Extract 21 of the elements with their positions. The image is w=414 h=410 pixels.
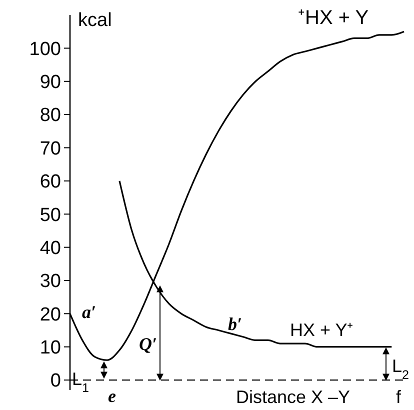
y-tick-label: 60 [40, 172, 61, 193]
y-tick-label: 90 [40, 72, 61, 94]
annotation: Q′ [139, 334, 158, 354]
y-tick-label: 0 [50, 370, 61, 392]
annotation: ⁺HX + Y [298, 7, 369, 29]
y-tick-label: 50 [40, 204, 61, 226]
y-axis-title: kcal [78, 10, 112, 31]
annotation: b′ [228, 314, 242, 334]
x-axis-title: Distance X –Y [236, 387, 350, 407]
annotation: f [396, 387, 402, 407]
y-tick-label: 20 [40, 304, 61, 326]
y-tick-label: 30 [40, 271, 61, 292]
y-tick-label: 10 [40, 338, 61, 359]
annotation: HX + Y⁺ [290, 320, 354, 340]
annotation: a′ [82, 302, 96, 322]
annotation: e [108, 386, 116, 406]
annotation: L$_{2}$ [392, 356, 410, 382]
y-tick-label: 100 [29, 38, 61, 60]
y-tick-label: 80 [40, 105, 61, 126]
y-tick-label: 40 [40, 238, 61, 259]
y-tick-label: 70 [40, 138, 61, 160]
